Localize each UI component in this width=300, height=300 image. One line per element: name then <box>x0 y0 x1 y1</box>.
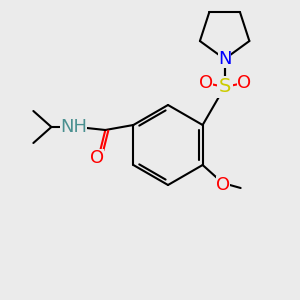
Text: S: S <box>218 77 231 97</box>
Text: O: O <box>216 176 230 194</box>
Text: O: O <box>90 149 104 167</box>
Text: NH: NH <box>60 118 87 136</box>
Text: O: O <box>199 74 213 92</box>
Text: O: O <box>237 74 251 92</box>
Text: N: N <box>218 50 231 68</box>
